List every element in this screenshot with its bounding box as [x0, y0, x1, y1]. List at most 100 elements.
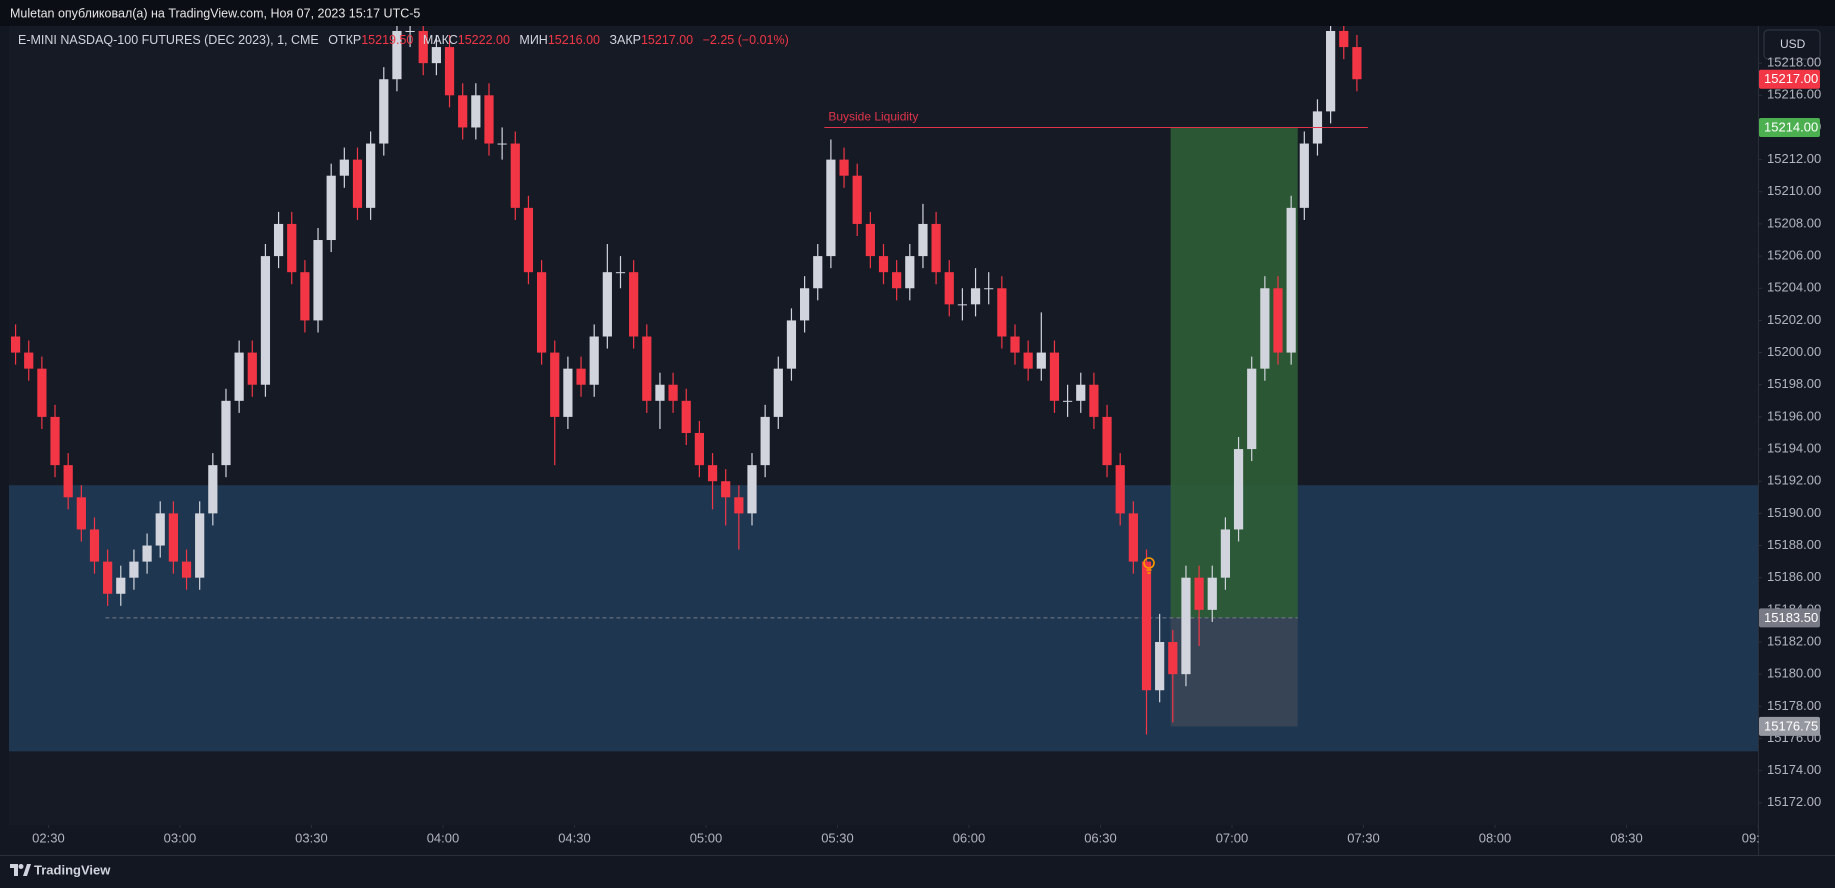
- header-bar: [0, 0, 1835, 26]
- y-tick-label: 15172.00: [1767, 794, 1821, 809]
- candle-body: [642, 336, 652, 401]
- candle-body: [1023, 352, 1033, 369]
- loss-zone: [1170, 617, 1298, 727]
- candle-body: [116, 577, 126, 594]
- candle-body: [247, 352, 257, 385]
- y-tick-label: 15206.00: [1767, 248, 1821, 263]
- candle-body: [405, 30, 415, 32]
- candle-body: [773, 368, 783, 417]
- profit-zone: [1170, 127, 1298, 618]
- candle-body: [418, 30, 428, 64]
- legend-value: 15219.50: [361, 33, 413, 47]
- y-tick-label: 15196.00: [1767, 408, 1821, 423]
- candle-body: [1273, 288, 1283, 353]
- candle-body: [905, 256, 915, 289]
- candle-body: [392, 30, 402, 80]
- x-tick-label: 05:00: [690, 830, 723, 845]
- target-badge-label: 15214.00: [1764, 119, 1818, 134]
- candle-body: [721, 481, 731, 498]
- y-tick-label: 15188.00: [1767, 537, 1821, 552]
- x-tick-label: 03:00: [164, 830, 197, 845]
- candle-body: [300, 272, 310, 321]
- currency-label: USD: [1780, 37, 1806, 51]
- candle-body: [444, 47, 455, 96]
- entry-badge-label: 15183.50: [1764, 610, 1818, 625]
- x-tick-label: 05:30: [821, 830, 854, 845]
- candle-body: [1155, 642, 1165, 691]
- candle-body: [63, 465, 73, 498]
- candle-body: [1326, 30, 1336, 112]
- x-tick-label: 07:00: [1216, 830, 1249, 845]
- currency-button[interactable]: [1763, 29, 1821, 60]
- legend: E-MINI NASDAQ-100 FUTURES (DEC 2023), 1,…: [18, 33, 789, 47]
- candle-body: [813, 256, 823, 289]
- x-tick-label: 03:30: [295, 830, 328, 845]
- candle-body: [1181, 577, 1191, 675]
- candle-body: [944, 272, 954, 305]
- candle-body: [510, 143, 520, 208]
- candle-body: [1233, 449, 1244, 530]
- candle-body: [1128, 513, 1138, 562]
- candle-body: [1102, 416, 1112, 466]
- candle-body: [668, 384, 678, 401]
- y-tick-label: 15202.00: [1767, 312, 1821, 327]
- candle-body: [24, 352, 34, 369]
- candle-body: [1220, 529, 1231, 578]
- candle-body: [1076, 384, 1086, 401]
- candle-body: [1089, 384, 1099, 417]
- candle-body: [931, 223, 941, 273]
- candle-body: [839, 159, 849, 176]
- candle-body: [707, 465, 718, 482]
- candle-body: [339, 159, 349, 176]
- idea-icon: [1143, 557, 1155, 574]
- candle-body: [576, 368, 586, 385]
- y-tick-label: 15180.00: [1767, 666, 1821, 681]
- candle-body: [970, 288, 981, 305]
- candle-body: [786, 320, 797, 369]
- candle-body: [589, 336, 599, 385]
- candle-body: [694, 432, 704, 466]
- target-badge: [1759, 117, 1820, 137]
- candle-body: [471, 95, 481, 128]
- stop-badge-label: 15176.75: [1764, 718, 1818, 733]
- liquidity-label: Buyside Liquidity: [828, 110, 918, 124]
- last-price-badge-label: 15217.00: [1764, 71, 1818, 86]
- candle-body: [563, 368, 573, 417]
- y-tick-label: 15182.00: [1767, 633, 1821, 648]
- candle-body: [458, 95, 468, 128]
- candle-body: [957, 304, 968, 306]
- y-tick-label: 15178.00: [1767, 698, 1821, 713]
- candle-body: [497, 143, 507, 145]
- y-tick-label: 15186.00: [1767, 569, 1821, 584]
- legend-symbol: E-MINI NASDAQ-100 FUTURES (DEC 2023), 1,…: [18, 33, 319, 47]
- x-tick-label: 04:30: [558, 830, 591, 845]
- candle-body: [352, 159, 363, 208]
- candle-body: [878, 256, 889, 273]
- candle-body: [1260, 288, 1270, 369]
- candle-body: [747, 465, 757, 514]
- candle-body: [1194, 577, 1204, 610]
- candle-body: [129, 561, 139, 578]
- candle-body: [655, 384, 665, 401]
- y-tick-label: 15190.00: [1767, 505, 1821, 520]
- y-tick-label: 15174.00: [1767, 762, 1821, 777]
- candle-body: [221, 400, 231, 466]
- candle-body: [997, 288, 1007, 337]
- legend-value: 15222.00: [458, 33, 510, 47]
- candle-body: [1049, 352, 1060, 401]
- entry-badge: [1759, 608, 1820, 628]
- y-tick-label: 15198.00: [1767, 376, 1821, 391]
- legend-change: −2.25 (−0.01%): [703, 33, 789, 47]
- candle-body: [1299, 143, 1309, 208]
- candle-body: [892, 272, 902, 289]
- candle-body: [273, 223, 284, 257]
- legend-label: МИН: [519, 33, 547, 47]
- candle-body: [1207, 577, 1217, 610]
- x-tick-label: 07:30: [1347, 830, 1380, 845]
- candle-body: [1339, 30, 1349, 48]
- candle-body: [760, 416, 770, 466]
- candle-body: [260, 256, 271, 385]
- x-tick-label: 08:00: [1479, 830, 1512, 845]
- candle-body: [523, 207, 534, 273]
